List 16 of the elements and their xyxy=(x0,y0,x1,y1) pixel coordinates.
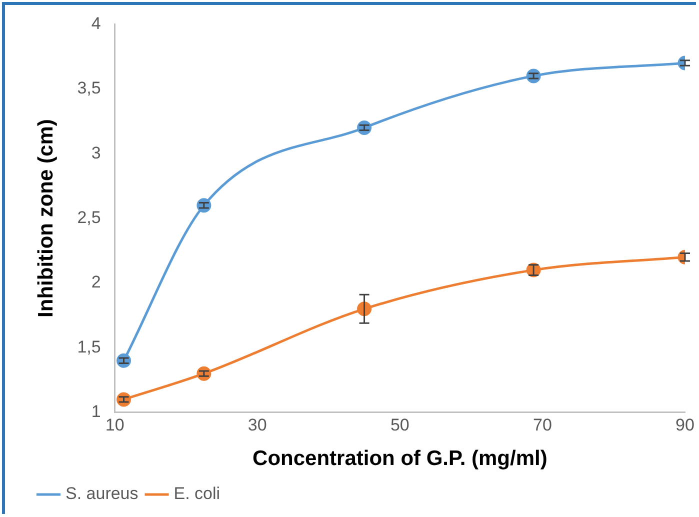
x-tick-label: 50 xyxy=(390,415,410,434)
y-axis-title: Inhibition zone (cm) xyxy=(34,119,58,318)
legend-label: E. coli xyxy=(174,484,220,504)
legend-label: S. aureus xyxy=(66,484,138,504)
x-tick-label: 90 xyxy=(676,415,694,434)
x-tick-label: 30 xyxy=(248,415,267,434)
y-tick-label: 4 xyxy=(91,14,101,33)
y-tick-label: 3 xyxy=(91,143,101,162)
y-tick-label: 1,5 xyxy=(77,337,101,356)
x-tick-label: 10 xyxy=(105,415,124,434)
y-tick-label: 2 xyxy=(91,272,101,292)
x-tick-label: 70 xyxy=(532,415,552,434)
y-tick-label: 2,5 xyxy=(77,208,101,227)
y-tick-label: 1 xyxy=(91,402,101,422)
y-tick-label: 3,5 xyxy=(77,78,101,98)
x-axis-title: Concentration of G.P. (mg/ml) xyxy=(252,447,548,470)
